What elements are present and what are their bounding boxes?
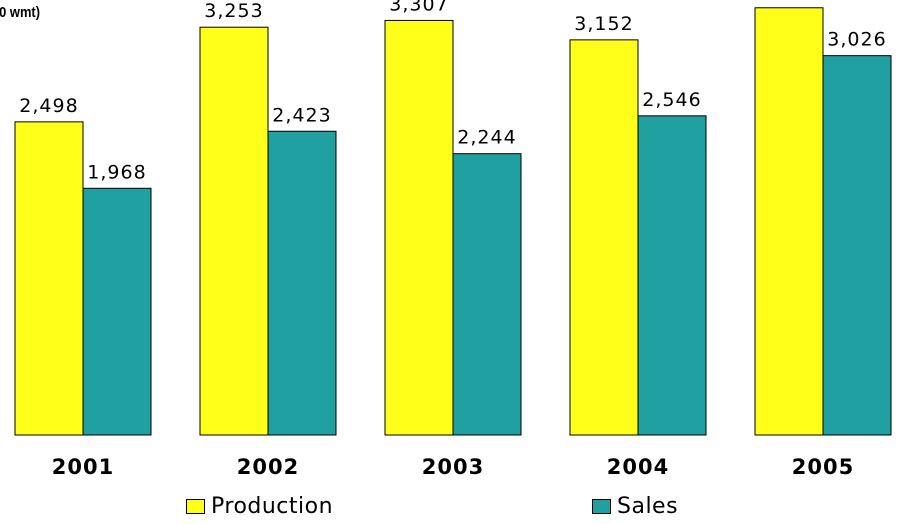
legend-label-production: Production bbox=[211, 493, 334, 519]
bar-production-2001 bbox=[14, 121, 84, 436]
x-tick-label-2001: 2001 bbox=[52, 455, 114, 479]
value-label-sales-2001: 1,968 bbox=[87, 161, 146, 183]
bar-sales-2002 bbox=[267, 130, 337, 436]
bar-sales-2005 bbox=[822, 55, 892, 436]
x-tick-label-2003: 2003 bbox=[422, 455, 484, 479]
bars-group bbox=[14, 7, 892, 436]
legend-swatch-production bbox=[186, 498, 205, 514]
bar-sales-2001 bbox=[82, 187, 152, 436]
x-axis-labels-group: 2001 2002 2003 2004 2005 bbox=[52, 455, 854, 479]
bar-production-2002 bbox=[199, 26, 269, 436]
value-label-sales-2005: 3,026 bbox=[827, 29, 886, 51]
legend-label-sales: Sales bbox=[617, 493, 679, 519]
value-label-production-2004: 3,152 bbox=[574, 13, 633, 35]
bar-production-2005 bbox=[754, 7, 824, 436]
value-label-production-2005: 3,408 bbox=[759, 0, 818, 3]
x-tick-label-2002: 2002 bbox=[237, 455, 299, 479]
value-label-production-2002: 3,253 bbox=[204, 0, 263, 22]
legend-swatch-sales bbox=[592, 498, 611, 514]
value-label-sales-2002: 2,423 bbox=[272, 104, 331, 126]
value-label-sales-2004: 2,546 bbox=[642, 89, 701, 111]
value-label-sales-2003: 2,244 bbox=[457, 127, 516, 149]
value-label-production-2001: 2,498 bbox=[19, 95, 78, 117]
x-tick-label-2005: 2005 bbox=[792, 455, 854, 479]
bar-sales-2003 bbox=[452, 153, 522, 436]
bar-production-2003 bbox=[384, 19, 454, 436]
legend-item-sales: Sales bbox=[592, 490, 678, 522]
bar-production-2004 bbox=[569, 39, 639, 436]
bar-sales-2004 bbox=[637, 115, 707, 436]
x-tick-label-2004: 2004 bbox=[607, 455, 669, 479]
value-label-production-2003: 3,307 bbox=[389, 0, 448, 15]
value-labels-group: 2,498 1,968 3,253 2,423 3,307 2,244 3,152 2,546… bbox=[19, 0, 886, 183]
legend-item-production: Production bbox=[186, 490, 333, 522]
unit-label: 00 wmt) bbox=[0, 4, 41, 21]
